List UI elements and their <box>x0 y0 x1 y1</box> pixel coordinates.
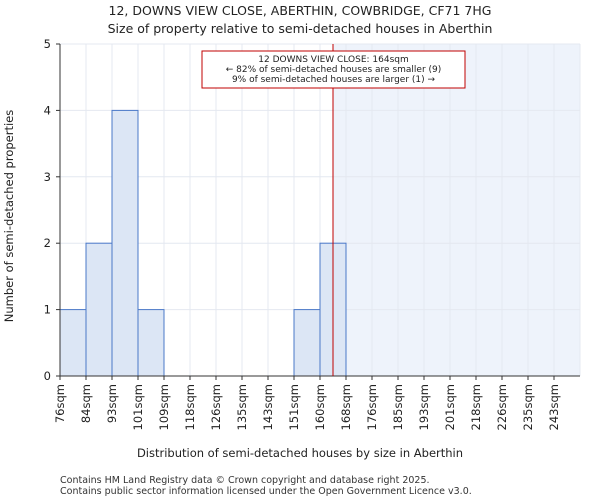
y-tick-label: 1 <box>44 303 51 317</box>
x-tick-label: 151sqm <box>287 384 301 430</box>
x-tick-label: 101sqm <box>131 384 145 430</box>
histogram-bar <box>85 242 113 377</box>
annotation-line: ← 82% of semi-detached houses are smalle… <box>226 65 442 75</box>
annotation-line: 9% of semi-detached houses are larger (1… <box>232 75 436 85</box>
annotation-line: 12 DOWNS VIEW CLOSE: 164sqm <box>258 55 409 65</box>
x-tick-label: 185sqm <box>391 384 405 430</box>
histogram-bar <box>111 109 139 377</box>
x-tick-label: 84sqm <box>79 384 93 423</box>
chart-subtitle: Size of property relative to semi-detach… <box>108 21 493 36</box>
x-tick-label: 126sqm <box>209 384 223 430</box>
footer-copyright: Contains HM Land Registry data © Crown c… <box>60 475 430 486</box>
y-tick-label: 5 <box>44 37 51 51</box>
histogram-bar <box>293 309 321 377</box>
footer-licence: Contains public sector information licen… <box>60 486 472 497</box>
annotation-box <box>201 50 466 89</box>
y-tick-label: 4 <box>44 103 51 117</box>
plot-area: 0 1 2 3 4 5 76sqm 84sqm 93sqm 101sqm 109sqm 118sqm 1… <box>44 37 581 430</box>
x-tick-label: 176sqm <box>365 384 379 430</box>
histogram-bar <box>137 309 165 377</box>
x-tick-label: 235sqm <box>521 384 535 430</box>
x-tick-label: 243sqm <box>547 384 561 430</box>
chart-title: 12, DOWNS VIEW CLOSE, ABERTHIN, COWBRIDG… <box>109 3 492 18</box>
y-tick-label: 2 <box>44 236 51 250</box>
x-axis-label: Distribution of semi-detached houses by … <box>137 446 463 460</box>
x-tick-label: 143sqm <box>261 384 275 430</box>
y-tick-label: 0 <box>44 369 51 383</box>
x-tick-label: 226sqm <box>495 384 509 430</box>
y-tick-label: 3 <box>44 170 51 184</box>
x-tick-label: 109sqm <box>157 384 171 430</box>
x-tick-label: 201sqm <box>443 384 457 430</box>
x-tick-label: 93sqm <box>105 384 119 423</box>
histogram-bar <box>59 309 87 377</box>
x-tick-label: 218sqm <box>469 384 483 430</box>
highlight-region <box>333 44 580 376</box>
x-tick-label: 160sqm <box>313 384 327 430</box>
x-tick-label: 135sqm <box>235 384 249 430</box>
x-tick-label: 76sqm <box>53 384 67 423</box>
x-tick-label: 118sqm <box>183 384 197 430</box>
y-axis-label: Number of semi-detached properties <box>2 110 16 322</box>
x-tick-label: 193sqm <box>417 384 431 430</box>
x-tick-label: 168sqm <box>339 384 353 430</box>
